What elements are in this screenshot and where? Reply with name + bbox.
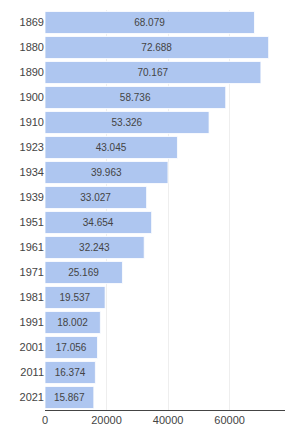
svg-text:1934: 1934: [20, 166, 44, 178]
svg-text:33.027: 33.027: [80, 192, 111, 203]
svg-text:20000: 20000: [91, 414, 122, 426]
svg-text:1951: 1951: [20, 216, 44, 228]
svg-text:16.374: 16.374: [55, 367, 86, 378]
svg-text:18.002: 18.002: [57, 317, 88, 328]
svg-text:1939: 1939: [20, 191, 44, 203]
svg-text:1900: 1900: [20, 91, 44, 103]
svg-text:68.079: 68.079: [134, 17, 165, 28]
svg-text:17.056: 17.056: [56, 342, 87, 353]
svg-text:25.169: 25.169: [68, 267, 99, 278]
svg-text:32.243: 32.243: [79, 242, 110, 253]
svg-text:1991: 1991: [20, 316, 44, 328]
svg-text:1869: 1869: [20, 16, 44, 28]
svg-text:2021: 2021: [20, 391, 44, 403]
svg-text:2001: 2001: [20, 341, 44, 353]
svg-text:70.167: 70.167: [137, 67, 168, 78]
svg-text:1890: 1890: [20, 66, 44, 78]
svg-text:1923: 1923: [20, 141, 44, 153]
svg-text:19.537: 19.537: [60, 292, 91, 303]
svg-text:1981: 1981: [20, 291, 44, 303]
svg-text:40000: 40000: [153, 414, 184, 426]
svg-text:72.688: 72.688: [141, 42, 172, 53]
svg-text:58.736: 58.736: [120, 92, 151, 103]
svg-text:15.867: 15.867: [54, 392, 85, 403]
svg-text:1880: 1880: [20, 41, 44, 53]
svg-text:0: 0: [42, 414, 48, 426]
svg-text:43.045: 43.045: [96, 142, 127, 153]
svg-text:1971: 1971: [20, 266, 44, 278]
svg-text:2011: 2011: [20, 366, 44, 378]
svg-text:60000: 60000: [214, 414, 245, 426]
svg-text:1961: 1961: [20, 241, 44, 253]
svg-text:53.326: 53.326: [112, 117, 143, 128]
svg-text:34.654: 34.654: [83, 217, 114, 228]
svg-text:39.963: 39.963: [91, 167, 122, 178]
svg-text:1910: 1910: [20, 116, 44, 128]
